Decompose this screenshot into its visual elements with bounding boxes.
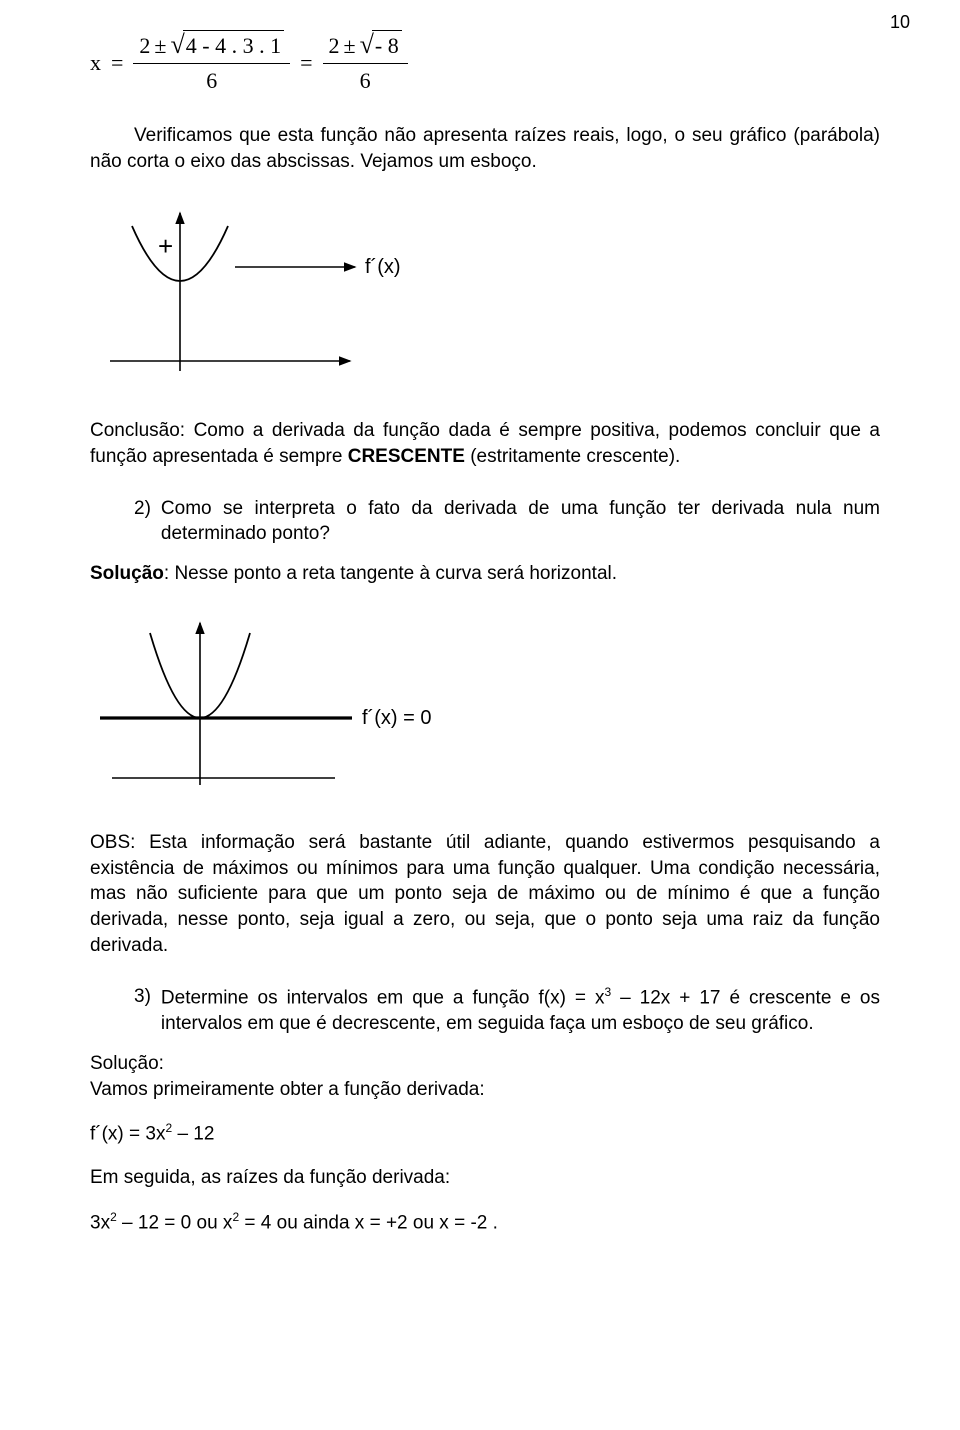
radicand-1: 4 - 4 . 3 . 1 <box>183 30 284 61</box>
radicand-2: - 8 <box>372 30 402 61</box>
q2-body: Como se interpreta o fato da derivada de… <box>161 496 880 547</box>
fraction-2: 2 ± √ - 8 6 <box>323 30 408 95</box>
solution-2-label: Solução: <box>90 1051 880 1077</box>
paragraph-obs: OBS: Esta informação será bastante útil … <box>90 830 880 958</box>
roots-exp1: 2 <box>110 1210 117 1224</box>
page-number: 10 <box>890 10 910 34</box>
fprime-zero-label: f´(x) = 0 <box>362 707 431 729</box>
question-3: 3) Determine os intervalos em que a funç… <box>134 984 880 1037</box>
den-1: 6 <box>206 64 217 96</box>
question-2: 2) Como se interpreta o fato da derivada… <box>134 496 880 547</box>
parabola-svg-2: f´(x) = 0 <box>100 613 480 793</box>
num1-pm: ± <box>154 31 166 61</box>
q3-body: Determine os intervalos em que a função … <box>161 984 880 1037</box>
roots-a: 3x <box>90 1212 110 1233</box>
roots-b: – 12 = 0 ou x <box>117 1212 233 1233</box>
diagram-parabola-sign: + f´(x) <box>100 201 880 389</box>
sqrt-2: √ - 8 <box>360 30 402 61</box>
conclusion-bold: CRESCENTE <box>348 446 465 467</box>
q3-a: Determine os intervalos em que a função … <box>161 988 605 1009</box>
roots-equation: 3x2 – 12 = 0 ou x2 = 4 ou ainda x = +2 o… <box>90 1209 880 1236</box>
q3-number: 3) <box>134 984 151 1037</box>
solution-2-text: Vamos primeiramente obter a função deriv… <box>90 1077 880 1103</box>
num2-pm: ± <box>344 31 356 61</box>
conclusion-c: (estritamente crescente). <box>465 446 680 467</box>
plus-sign: + <box>158 231 173 261</box>
paragraph-roots-intro: Em seguida, as raízes da função derivada… <box>90 1165 880 1191</box>
den-2: 6 <box>360 64 371 96</box>
fprime-label-1: f´(x) <box>365 256 401 278</box>
equation-quadratic-formula: x = 2 ± √ 4 - 4 . 3 . 1 6 = 2 ± √ - 8 6 <box>90 30 880 95</box>
deriv-a: f´(x) = 3x <box>90 1124 165 1145</box>
q2-number: 2) <box>134 496 151 547</box>
eq-equals-2: = <box>300 48 312 78</box>
fraction-1: 2 ± √ 4 - 4 . 3 . 1 6 <box>133 30 290 95</box>
solution-1: Solução: Nesse ponto a reta tangente à c… <box>90 561 880 587</box>
parabola-svg-1: + f´(x) <box>100 201 450 381</box>
paragraph-conclusion: Conclusão: Como a derivada da função dad… <box>90 418 880 469</box>
solution-1-text: : Nesse ponto a reta tangente à curva se… <box>164 563 617 584</box>
roots-c: = 4 ou ainda x = +2 ou x = -2 . <box>239 1212 498 1233</box>
num1-a: 2 <box>139 31 150 61</box>
num2-a: 2 <box>329 31 340 61</box>
eq-x: x <box>90 48 101 78</box>
solution-1-label: Solução <box>90 563 164 584</box>
sqrt-1: √ 4 - 4 . 3 . 1 <box>171 30 285 61</box>
eq-equals-1: = <box>111 48 123 78</box>
diagram-parabola-tangent: f´(x) = 0 <box>100 613 880 801</box>
paragraph-verification: Verificamos que esta função não apresent… <box>90 123 880 174</box>
derivative-expr: f´(x) = 3x2 – 12 <box>90 1120 880 1147</box>
deriv-b: – 12 <box>172 1124 214 1145</box>
